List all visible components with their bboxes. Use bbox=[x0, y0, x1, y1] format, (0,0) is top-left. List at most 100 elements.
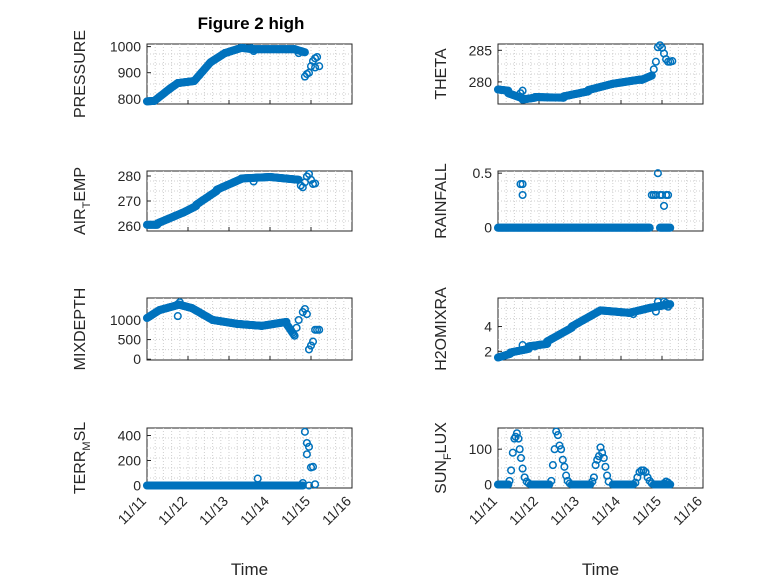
data-point bbox=[300, 304, 309, 314]
data-point bbox=[562, 471, 571, 480]
data-point bbox=[512, 429, 521, 438]
y-tick-label: 400 bbox=[118, 428, 142, 444]
y-tick-label: 4 bbox=[484, 319, 492, 335]
subplot-8: 0 100 11/11 11/12 11/13 11/14 11/15 11/16 Time SU… bbox=[433, 422, 705, 579]
data-point bbox=[175, 298, 184, 307]
y-tick-label: 0 bbox=[133, 351, 141, 367]
data-point bbox=[518, 341, 527, 350]
data-markers bbox=[142, 427, 320, 490]
y-tick-label: 800 bbox=[118, 91, 142, 107]
data-point bbox=[659, 201, 669, 210]
data-point bbox=[547, 476, 556, 485]
subplot-1: 800 900 1000 PRESSURE bbox=[72, 30, 353, 118]
grid-lines bbox=[498, 428, 703, 488]
x-tick-label: 11/16 bbox=[670, 493, 706, 529]
y-axis-label: AIRTEMP bbox=[72, 167, 93, 235]
subplot-6: 2 4 H2OMIXRA bbox=[433, 287, 704, 371]
data-point bbox=[588, 477, 597, 486]
data-markers bbox=[142, 43, 324, 106]
data-point bbox=[507, 466, 516, 475]
data-point bbox=[302, 450, 311, 459]
data-point bbox=[504, 480, 513, 489]
data-point bbox=[666, 223, 675, 232]
data-point bbox=[292, 323, 301, 332]
data-point bbox=[518, 464, 527, 473]
data-point bbox=[653, 43, 662, 52]
x-axis-label: Time bbox=[582, 560, 619, 579]
grid-lines bbox=[147, 428, 352, 488]
data-point bbox=[311, 480, 320, 489]
subplot-3: 260 270 280 AIRTEMP bbox=[72, 167, 353, 235]
data-point bbox=[645, 223, 654, 232]
data-point bbox=[315, 62, 324, 71]
y-axis-label: SUNFLUX bbox=[433, 422, 454, 494]
data-point bbox=[668, 57, 677, 66]
data-markers bbox=[142, 298, 324, 354]
data-point bbox=[651, 57, 660, 66]
data-point bbox=[514, 434, 523, 443]
data-point bbox=[524, 479, 533, 488]
data-point bbox=[589, 473, 598, 482]
x-tick-label: 11/15 bbox=[278, 493, 314, 529]
data-point bbox=[308, 462, 318, 471]
y-axis-label: THETA bbox=[433, 48, 450, 100]
data-point bbox=[553, 431, 562, 440]
data-point bbox=[290, 331, 299, 340]
x-tick-label: 11/12 bbox=[506, 493, 542, 529]
y-axis-label: TERRMSL bbox=[72, 422, 93, 494]
data-point bbox=[659, 479, 669, 488]
data-markers bbox=[493, 41, 677, 104]
y-tick-label: 1000 bbox=[110, 39, 141, 55]
y-tick-label: 280 bbox=[118, 168, 142, 184]
data-point bbox=[508, 448, 517, 457]
y-tick-label: 0.5 bbox=[473, 165, 493, 181]
data-markers bbox=[142, 169, 320, 229]
y-tick-label: 2 bbox=[484, 343, 492, 359]
data-point bbox=[300, 427, 309, 436]
data-point bbox=[647, 479, 656, 488]
data-point bbox=[302, 310, 311, 319]
data-point bbox=[522, 477, 531, 486]
x-tick-label: 11/13 bbox=[547, 493, 583, 529]
y-tick-label: 280 bbox=[469, 74, 493, 90]
data-point bbox=[629, 310, 638, 319]
subplot-2: 280 285 THETA bbox=[433, 41, 704, 105]
y-tick-label: 0 bbox=[484, 220, 492, 236]
figure-title: Figure 2 high bbox=[198, 14, 305, 33]
data-point bbox=[520, 473, 529, 482]
x-tick-label: 11/11 bbox=[465, 493, 500, 528]
data-point bbox=[294, 49, 303, 58]
data-point bbox=[565, 479, 574, 488]
data-point bbox=[315, 325, 324, 334]
x-axis-label: Time bbox=[231, 560, 268, 579]
data-point bbox=[651, 307, 660, 316]
data-point bbox=[505, 476, 514, 485]
x-tick-label: 11/14 bbox=[588, 493, 624, 529]
data-point bbox=[518, 180, 527, 189]
subplot-5: 0 500 1000 MIXDEPTH bbox=[72, 288, 353, 371]
data-point bbox=[516, 453, 526, 463]
data-point bbox=[294, 315, 303, 325]
y-axis-label: MIXDEPTH bbox=[72, 288, 89, 371]
y-axis-label: PRESSURE bbox=[72, 30, 89, 118]
data-point bbox=[596, 443, 605, 452]
y-tick-label: 1000 bbox=[110, 312, 141, 328]
x-tick-label: 11/12 bbox=[155, 493, 191, 529]
y-tick-label: 200 bbox=[118, 453, 142, 469]
data-point bbox=[664, 478, 673, 487]
data-point bbox=[515, 445, 524, 454]
data-point bbox=[548, 461, 557, 470]
data-point bbox=[664, 302, 673, 311]
y-tick-label: 285 bbox=[469, 42, 493, 58]
x-tick-label: 11/15 bbox=[629, 493, 665, 529]
data-point bbox=[599, 453, 608, 463]
data-point bbox=[311, 179, 320, 188]
data-point bbox=[518, 190, 527, 200]
grid-lines bbox=[498, 171, 703, 231]
x-tick-label: 11/13 bbox=[196, 493, 232, 529]
y-axis-label: RAINFALL bbox=[433, 163, 450, 239]
x-tick-label: 11/14 bbox=[237, 493, 273, 529]
data-point bbox=[560, 462, 569, 471]
